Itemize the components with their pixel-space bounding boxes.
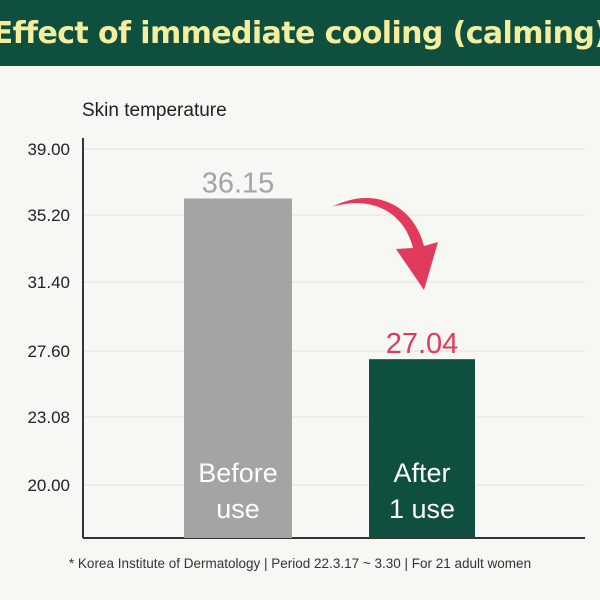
y-tick-label: 20.00 [27,476,70,495]
y-axis-label: Skin temperature [82,100,227,121]
bar-value-label: 27.04 [386,328,459,360]
footnote: * Korea Institute of Dermatology | Perio… [68,556,532,571]
chart-title: Effect of immediate cooling (calming) [0,15,600,51]
bar-value-label: 36.15 [202,168,275,200]
curved-arrow-icon [332,198,438,290]
bar [369,359,475,538]
y-tick-label: 35.20 [27,206,70,225]
bar-category-label: Before [198,458,278,488]
y-tick-label: 31.40 [27,273,70,292]
bar-category-label: use [216,494,260,524]
bar-category-label: After [393,458,450,488]
y-tick-label: 23.08 [27,408,70,427]
y-tick-label: 39.00 [27,140,70,159]
bar [184,198,292,538]
bar-category-label: 1 use [389,494,455,524]
y-tick-label: 27.60 [27,342,70,361]
title-banner: Effect of immediate cooling (calming) [0,0,600,66]
